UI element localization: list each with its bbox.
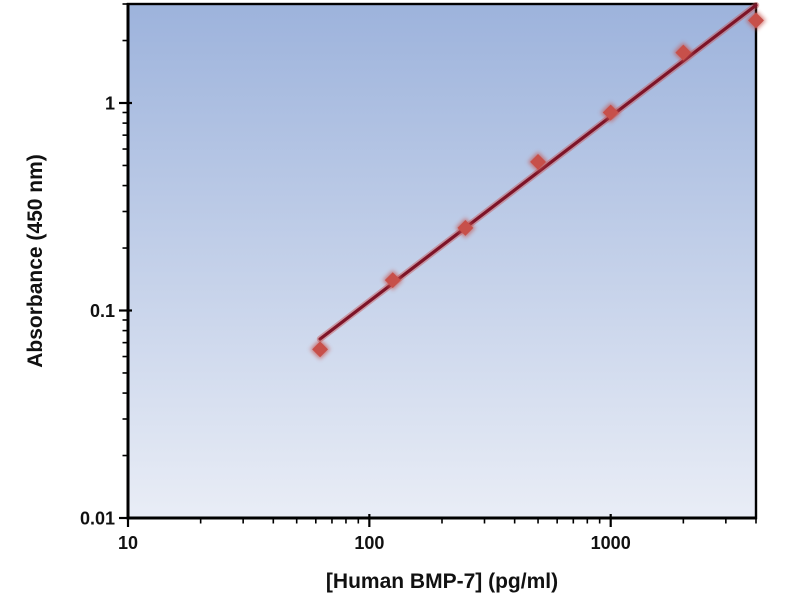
tick-labels: 10 100 1000 0.01 0.1 1: [80, 94, 631, 553]
data-point-marker: [384, 272, 401, 289]
y-tick-label: 1: [105, 94, 115, 114]
y-tick-label: 0.1: [90, 301, 115, 321]
x-tick-label: 1000: [591, 533, 631, 553]
data-point-marker: [312, 341, 329, 358]
x-tick-label: 10: [118, 533, 138, 553]
x-axis-title: [Human BMP-7] (pg/ml): [326, 570, 558, 593]
y-tick-label: 0.01: [80, 509, 115, 529]
plot-background: [128, 4, 756, 518]
y-axis-title: Absorbance (450 nm): [24, 154, 47, 368]
x-tick-label: 100: [354, 533, 384, 553]
